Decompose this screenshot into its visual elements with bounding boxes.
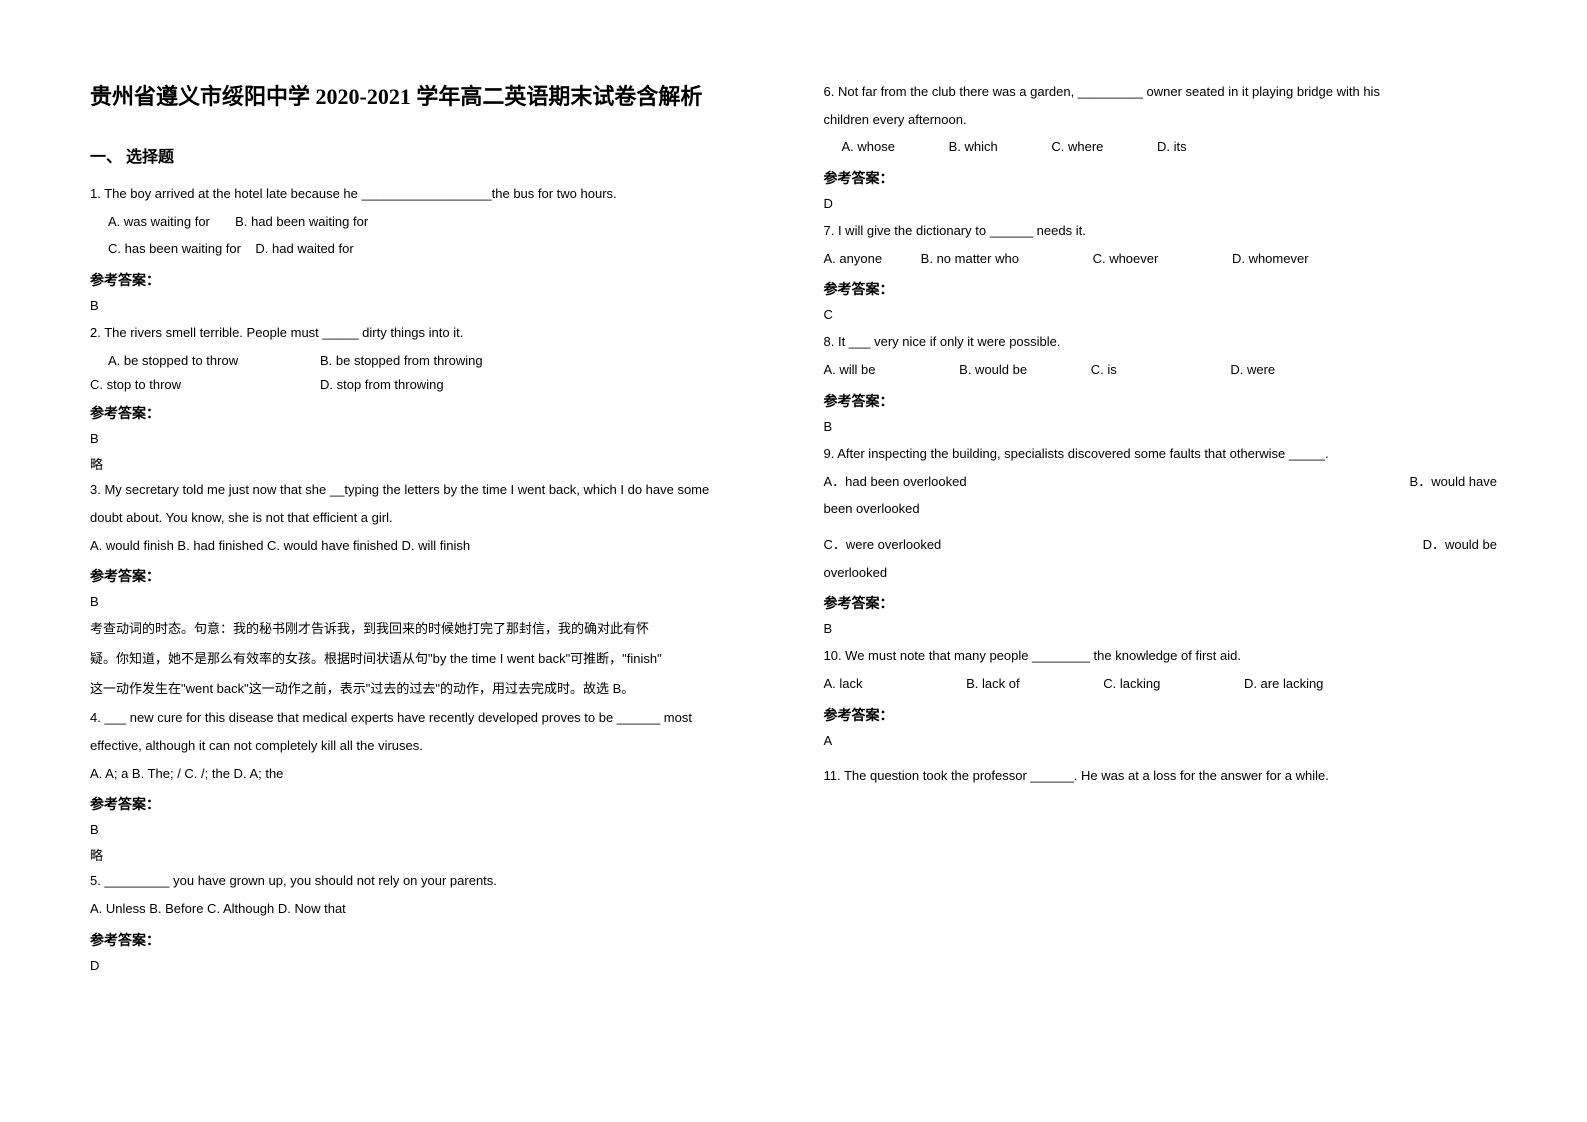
- q7-opt-c: C. whoever: [1093, 247, 1159, 272]
- q7-text: 7. I will give the dictionary to ______ …: [824, 219, 1498, 244]
- q2-options-ab: A. be stopped to throw B. be stopped fro…: [90, 349, 764, 374]
- q1-text: 1. The boy arrived at the hotel late bec…: [90, 182, 764, 207]
- q7-opt-d: D. whomever: [1232, 247, 1309, 272]
- q3-text2: doubt about. You know, she is not that e…: [90, 506, 764, 531]
- q4-answer: B: [90, 822, 764, 837]
- q3-exp3: 这一动作发生在"went back"这一动作之前，表示"过去的过去"的动作，用过…: [90, 677, 764, 702]
- q6-opt-b: B. which: [949, 135, 998, 160]
- q3-answer-label: 参考答案：: [90, 566, 764, 586]
- q9-options-ab: A．had been overlooked B．would have: [824, 470, 1498, 495]
- q7-answer-label: 参考答案：: [824, 279, 1498, 299]
- document-title: 贵州省遵义市绥阳中学 2020-2021 学年高二英语期末试卷含解析: [90, 80, 764, 113]
- q7-options: A. anyone B. no matter who C. whoever D.…: [824, 247, 1498, 272]
- q1-opt-a: A. was waiting for: [108, 214, 210, 229]
- q6-opt-d: D. its: [1157, 135, 1187, 160]
- q1-answer-label: 参考答案：: [90, 270, 764, 290]
- q8-answer-label: 参考答案：: [824, 391, 1498, 411]
- q9-opt-a: A．had been overlooked: [824, 470, 967, 495]
- q6-text2: children every afternoon.: [824, 108, 1498, 133]
- q2-opt-b: B. be stopped from throwing: [320, 349, 483, 374]
- q2-text: 2. The rivers smell terrible. People mus…: [90, 321, 764, 346]
- q9-answer-label: 参考答案：: [824, 593, 1498, 613]
- q6-answer-label: 参考答案：: [824, 168, 1498, 188]
- q2-opt-a: A. be stopped to throw: [90, 349, 320, 374]
- q4-answer-label: 参考答案：: [90, 794, 764, 814]
- q1-opt-d: D. had waited for: [255, 241, 353, 256]
- q6-options: A. whose B. which C. where D. its: [824, 135, 1498, 160]
- q6-opt-c: C. where: [1051, 135, 1103, 160]
- q3-answer: B: [90, 594, 764, 609]
- q2-options-cd: C. stop to throw D. stop from throwing: [90, 373, 764, 398]
- q7-opt-b: B. no matter who: [921, 247, 1019, 272]
- q10-opt-a: A. lack: [824, 672, 863, 697]
- q8-opt-c: C. is: [1091, 358, 1117, 383]
- q7-opt-a: A. anyone: [824, 247, 883, 272]
- right-column: 6. Not far from the club there was a gar…: [824, 80, 1498, 1042]
- q10-answer: A: [824, 733, 1498, 748]
- q4-text1: 4. ___ new cure for this disease that me…: [90, 706, 764, 731]
- left-column: 贵州省遵义市绥阳中学 2020-2021 学年高二英语期末试卷含解析 一、 选择…: [90, 80, 764, 1042]
- q1-answer: B: [90, 298, 764, 313]
- q9-opt-d2: overlooked: [824, 561, 1498, 586]
- q9-opt-b2: been overlooked: [824, 497, 1498, 522]
- q10-answer-label: 参考答案：: [824, 705, 1498, 725]
- q8-text: 8. It ___ very nice if only it were poss…: [824, 330, 1498, 355]
- q2-skip: 略: [90, 454, 764, 473]
- q1-opt-b: B. had been waiting for: [235, 214, 368, 229]
- q4-text2: effective, although it can not completel…: [90, 734, 764, 759]
- q10-options: A. lack B. lack of C. lacking D. are lac…: [824, 672, 1498, 697]
- q2-answer-label: 参考答案：: [90, 403, 764, 423]
- q8-opt-d: D. were: [1230, 358, 1275, 383]
- q8-options: A. will be B. would be C. is D. were: [824, 358, 1498, 383]
- q6-text1: 6. Not far from the club there was a gar…: [824, 80, 1498, 105]
- q3-exp1: 考查动词的时态。句意：我的秘书刚才告诉我，到我回来的时候她打完了那封信，我的确对…: [90, 617, 764, 642]
- q3-text1: 3. My secretary told me just now that sh…: [90, 478, 764, 503]
- q1-options-cd: C. has been waiting for D. had waited fo…: [90, 237, 764, 262]
- section-header: 一、 选择题: [90, 143, 764, 167]
- q10-text: 10. We must note that many people ______…: [824, 644, 1498, 669]
- q1-opt-c: C. has been waiting for: [108, 241, 241, 256]
- q2-answer: B: [90, 431, 764, 446]
- q1-options-ab: A. was waiting for B. had been waiting f…: [90, 210, 764, 235]
- q8-answer: B: [824, 419, 1498, 434]
- q9-answer: B: [824, 621, 1498, 636]
- q9-opt-b: B．would have: [1410, 470, 1497, 495]
- q6-answer: D: [824, 196, 1498, 211]
- q10-opt-c: C. lacking: [1103, 672, 1160, 697]
- q9-options-cd: C．were overlooked D．would be: [824, 533, 1498, 558]
- q11-text: 11. The question took the professor ____…: [824, 764, 1498, 789]
- q10-opt-b: B. lack of: [966, 672, 1019, 697]
- q9-text: 9. After inspecting the building, specia…: [824, 442, 1498, 467]
- q4-skip: 略: [90, 845, 764, 864]
- q8-opt-b: B. would be: [959, 358, 1027, 383]
- q10-opt-d: D. are lacking: [1244, 672, 1323, 697]
- q5-answer: D: [90, 958, 764, 973]
- q5-answer-label: 参考答案：: [90, 930, 764, 950]
- q3-options: A. would finish B. had finished C. would…: [90, 534, 764, 559]
- q5-text: 5. _________ you have grown up, you shou…: [90, 869, 764, 894]
- q2-opt-d: D. stop from throwing: [320, 373, 444, 398]
- q5-options: A. Unless B. Before C. Although D. Now t…: [90, 897, 764, 922]
- q9-opt-c: C．were overlooked: [824, 533, 942, 558]
- q2-opt-c: C. stop to throw: [90, 373, 320, 398]
- q7-answer: C: [824, 307, 1498, 322]
- q9-opt-d: D．would be: [1423, 533, 1497, 558]
- q6-opt-a: A. whose: [842, 135, 895, 160]
- q4-options: A. A; a B. The; / C. /; the D. A; the: [90, 762, 764, 787]
- q8-opt-a: A. will be: [824, 358, 876, 383]
- q3-exp2: 疑。你知道，她不是那么有效率的女孩。根据时间状语从句"by the time I…: [90, 647, 764, 672]
